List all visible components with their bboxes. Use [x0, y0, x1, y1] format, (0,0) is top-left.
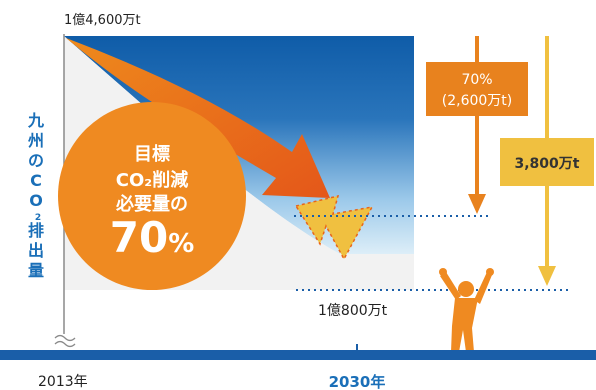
total-box [500, 138, 594, 186]
y-axis-label-char: C [30, 171, 42, 190]
axis-break [54, 334, 76, 348]
y-axis-label-char: 出 [28, 241, 44, 260]
y-axis-label-char: 排 [28, 221, 44, 240]
target-circle-line3: 必要量の [115, 193, 188, 215]
target-value-number: 70 [110, 213, 168, 262]
x-label-2013: 2013年 [38, 374, 88, 390]
reduction-arrow-head [468, 194, 486, 214]
target-value-unit: % [168, 229, 194, 259]
reduction-box [426, 62, 528, 116]
reduction-box-line2: (2,600万t) [442, 93, 513, 109]
start-value-label: 1億4,600万t [64, 12, 141, 28]
target-circle-line1: 目標 [134, 143, 170, 165]
target-circle-line2: CO₂削減 [116, 169, 188, 191]
y-axis-label-char: O [29, 191, 43, 210]
y-axis-label-char: 量 [28, 261, 44, 280]
baseline [0, 350, 596, 360]
y-axis-label-char: 州 [27, 131, 44, 150]
reduction-box-line1: 70% [461, 72, 492, 88]
total-arrow-head [538, 266, 556, 286]
x-label-2030: 2030年 [329, 373, 386, 390]
total-box-label: 3,800万t [515, 156, 580, 172]
y-axis-label-char: 九 [27, 111, 44, 130]
end-value-label: 1億800万t [318, 303, 388, 319]
target-circle [58, 102, 246, 290]
y-axis-label-char: の [28, 151, 44, 170]
y-axis-label-char: 2 [35, 213, 41, 223]
target-circle-value: 70% [110, 213, 195, 262]
target-arrow [294, 194, 374, 261]
person-figure [439, 268, 494, 352]
